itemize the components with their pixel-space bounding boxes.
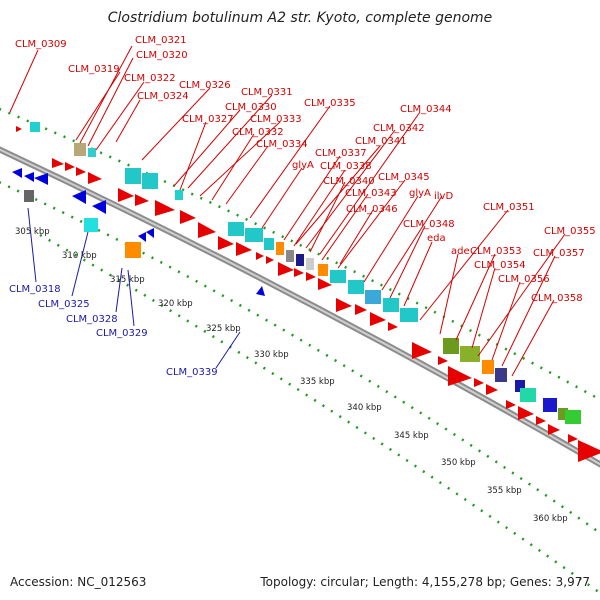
reverse-gene-labels: CLM_0318 CLM_0325 CLM_0328 CLM_0329 CLM_… — [9, 284, 218, 378]
genome-backbone — [0, 146, 600, 468]
gene-label: CLM_0309 — [15, 39, 67, 50]
tick-rings — [0, 107, 600, 595]
kbp-label: 315 kbp — [110, 275, 145, 285]
gene-label: CLM_0334 — [256, 139, 308, 150]
gene-label: CLM_0331 — [241, 87, 293, 98]
kbp-label: 310 kbp — [62, 251, 97, 261]
gene-label: CLM_0319 — [68, 64, 120, 75]
kbp-label: 340 kbp — [347, 403, 382, 413]
kbp-label: 350 kbp — [441, 458, 476, 468]
reverse-gene-blocks — [12, 168, 265, 296]
gene-label: CLM_0346 — [346, 204, 398, 215]
accession-text: Accession: NC_012563 — [10, 575, 146, 589]
kbp-label: 325 kbp — [206, 324, 241, 334]
forward-gene-labels: CLM_0309 CLM_0321 CLM_0320 CLM_0319 CLM_… — [15, 35, 596, 304]
gene-label: CLM_0321 — [135, 35, 187, 46]
gene-label: CLM_0353 — [470, 246, 522, 257]
gene-label: CLM_0320 — [136, 50, 188, 61]
forward-leader-lines — [9, 45, 566, 377]
kbp-label: 330 kbp — [254, 350, 289, 360]
gene-label: CLM_0327 — [182, 114, 234, 125]
gene-label: CLM_0330 — [225, 102, 277, 113]
gene-label: CLM_0341 — [355, 136, 407, 147]
gene-label: CLM_0325 — [38, 299, 90, 310]
gene-label: CLM_0324 — [137, 91, 189, 102]
gene-label: CLM_0354 — [474, 260, 526, 271]
reverse-leader-lines — [27, 207, 241, 369]
gene-label: CLM_0343 — [345, 188, 397, 199]
gene-label: glyA — [409, 188, 431, 199]
gene-label: CLM_0351 — [483, 202, 535, 213]
kbp-label: 355 kbp — [487, 486, 522, 496]
kbp-label: 345 kbp — [394, 431, 429, 441]
forward-gene-arrows — [16, 126, 600, 462]
gene-label: eda — [427, 233, 446, 244]
gene-label: CLM_0318 — [9, 284, 61, 295]
gene-label: CLM_0326 — [179, 80, 231, 91]
gene-label: CLM_0355 — [544, 226, 596, 237]
gene-label: CLM_0342 — [373, 123, 425, 134]
kbp-label: 335 kbp — [300, 377, 335, 387]
gene-label: CLM_0335 — [304, 98, 356, 109]
gene-label: CLM_0337 — [315, 148, 367, 159]
gene-label: ade — [451, 246, 470, 257]
gene-label: glyA — [292, 160, 314, 171]
gene-label: CLM_0357 — [533, 248, 585, 259]
gene-label: CLM_0328 — [66, 314, 118, 325]
kbp-label: 360 kbp — [533, 514, 568, 524]
gene-label: CLM_0322 — [124, 73, 176, 84]
topology-text: Topology: circular; Length: 4,155,278 bp… — [259, 575, 590, 589]
gene-label: CLM_0340 — [323, 176, 375, 187]
kbp-tick-labels: 305 kbp 310 kbp 315 kbp 320 kbp 325 kbp … — [15, 227, 568, 524]
gene-label: ilvD — [434, 191, 453, 202]
map-title: Clostridium botulinum A2 str. Kyoto, com… — [108, 10, 493, 26]
gene-label: CLM_0356 — [498, 274, 550, 285]
gene-label: CLM_0338 — [320, 161, 372, 172]
kbp-label: 305 kbp — [15, 227, 50, 237]
gene-label: CLM_0358 — [531, 293, 583, 304]
gene-label: CLM_0332 — [232, 127, 284, 138]
forward-gene-blocks — [30, 122, 581, 424]
gene-label: CLM_0339 — [166, 367, 218, 378]
kbp-label: 320 kbp — [158, 299, 193, 309]
gene-label: CLM_0348 — [403, 219, 455, 230]
gene-label: CLM_0345 — [378, 172, 430, 183]
gene-label: CLM_0344 — [400, 104, 452, 115]
gene-label: CLM_0333 — [250, 114, 302, 125]
gene-label: CLM_0329 — [96, 328, 148, 339]
